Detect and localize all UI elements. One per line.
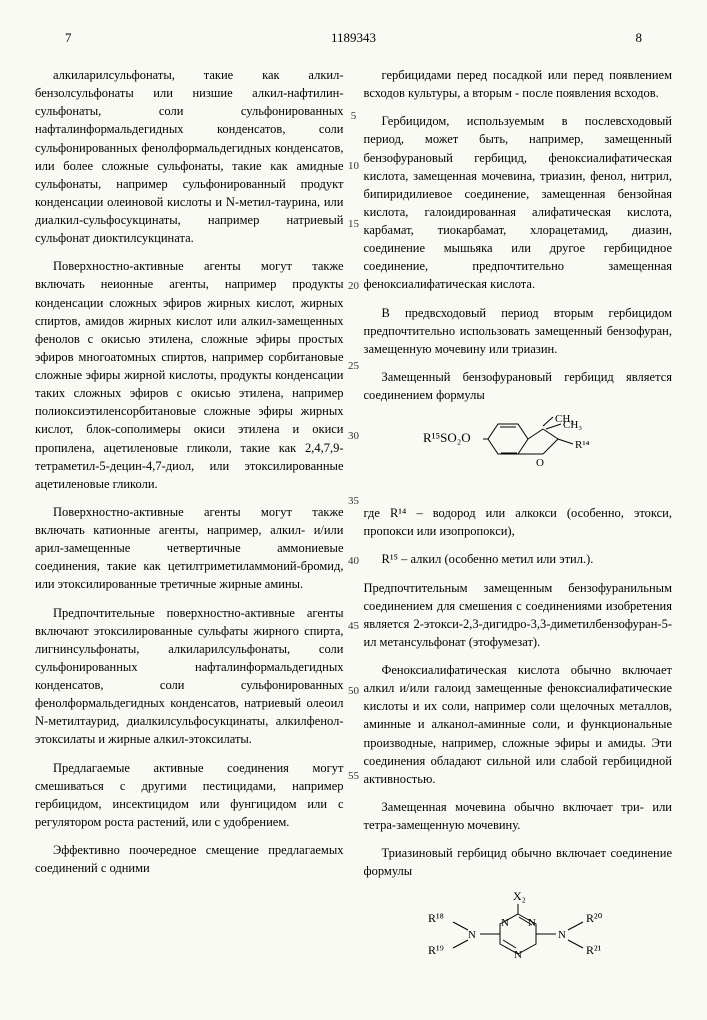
line-number: 35 xyxy=(348,495,359,507)
document-number: 1189343 xyxy=(331,30,376,46)
formula-label-n: N xyxy=(558,929,566,941)
line-number: 50 xyxy=(348,685,359,697)
formula-label-n: N xyxy=(514,949,522,961)
line-number: 55 xyxy=(348,770,359,782)
paragraph: R¹⁵ – алкил (особенно метил или этил.). xyxy=(364,550,673,568)
formula-label-n: N xyxy=(468,929,476,941)
line-number: 15 xyxy=(348,218,359,230)
paragraph: В предвсходовый период вторым гербицидом… xyxy=(364,304,673,358)
paragraph: Эффективно поочередное смещение предлага… xyxy=(35,841,344,877)
formula-label-o: O xyxy=(536,457,544,469)
formula-label-n: N xyxy=(501,917,509,929)
paragraph: Гербицидом, используемым в послевсходовы… xyxy=(364,112,673,293)
paragraph: Предпочтительным замещенным бензофуранил… xyxy=(364,579,673,652)
line-number: 20 xyxy=(348,280,359,292)
formula-label-r20: R²⁰ xyxy=(586,911,603,925)
formula-label-ch3b: CH₃ xyxy=(563,419,582,431)
formula-label-x2: X₂ xyxy=(513,890,526,903)
page-number-left: 7 xyxy=(65,30,72,46)
formula-label-r19: R¹⁹ xyxy=(428,943,444,957)
document-page: 7 1189343 8 5 10 15 20 25 30 35 40 45 50… xyxy=(0,0,707,1020)
chemical-formula-1: R¹⁵SO₂O O CH₃ CH₃ R¹⁴ xyxy=(364,414,673,494)
paragraph: где R¹⁴ – водород или алкокси (особенно,… xyxy=(364,504,673,540)
paragraph: Предлагаемые активные соединения могут с… xyxy=(35,759,344,832)
formula-label-r15: R¹⁵SO₂O xyxy=(423,430,471,445)
text-columns: алкиларилсульфонаты, такие как алкил-бен… xyxy=(35,66,672,990)
paragraph: алкиларилсульфонаты, такие как алкил-бен… xyxy=(35,66,344,247)
paragraph: Предпочтительные поверхностно-активные а… xyxy=(35,604,344,749)
line-number: 40 xyxy=(348,555,359,567)
paragraph: Триазиновый гербицид обычно включает сое… xyxy=(364,844,673,880)
right-column: гербицидами перед посадкой или перед поя… xyxy=(364,66,673,990)
chemical-formula-2: X₂ N N N N R¹⁸ R¹⁹ N xyxy=(364,890,673,980)
formula-label-r21: R²¹ xyxy=(586,943,602,957)
paragraph: Замещенный бензофурановый гербицид являе… xyxy=(364,368,673,404)
paragraph: гербицидами перед посадкой или перед поя… xyxy=(364,66,673,102)
line-number: 10 xyxy=(348,160,359,172)
line-number: 25 xyxy=(348,360,359,372)
line-number: 5 xyxy=(351,110,357,122)
line-number: 45 xyxy=(348,620,359,632)
paragraph: Замещенная мочевина обычно включает три-… xyxy=(364,798,673,834)
paragraph: Поверхностно-активные агенты могут также… xyxy=(35,257,344,493)
formula-label-r14: R¹⁴ xyxy=(575,439,590,451)
paragraph: Феноксиалифатическая кислота обычно вклю… xyxy=(364,661,673,788)
page-header: 7 1189343 8 xyxy=(35,30,672,46)
left-column: алкиларилсульфонаты, такие как алкил-бен… xyxy=(35,66,344,990)
page-number-right: 8 xyxy=(636,30,643,46)
line-number: 30 xyxy=(348,430,359,442)
formula-label-r18: R¹⁸ xyxy=(428,911,444,925)
paragraph: Поверхностно-активные агенты могут также… xyxy=(35,503,344,594)
